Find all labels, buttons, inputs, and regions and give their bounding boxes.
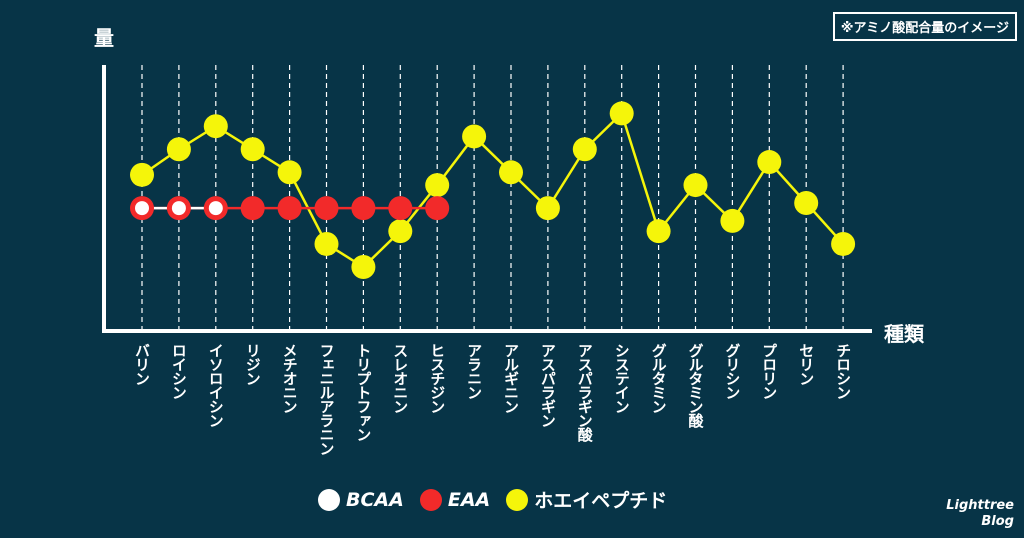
whey-point-18 [794, 191, 819, 215]
x-tick-label-14: グルタミン [649, 343, 668, 413]
x-tick-label-18: セリン [797, 343, 816, 385]
x-tick-label-1: ロイシン [169, 343, 188, 399]
eaa-point-8 [425, 196, 450, 221]
whey-point-2 [203, 114, 228, 139]
x-tick-label-16: グリシン [723, 343, 742, 399]
whey-point-6 [351, 255, 376, 279]
x-tick-label-10: アルギニン [502, 343, 520, 413]
x-tick-label-19: チロシン [834, 343, 853, 399]
x-tick-label-11: アスパラギン [538, 343, 557, 427]
x-axis-label: 種類 [884, 322, 924, 346]
whey-point-1 [166, 137, 191, 162]
x-tick-label-8: ヒスチジン [428, 343, 447, 413]
eaa-point-6 [351, 196, 376, 221]
x-tick-label-0: バリン [133, 343, 151, 385]
eaa-point-4 [277, 196, 302, 221]
x-tick-label-5: フェニルアラニン [317, 343, 336, 455]
whey-point-15 [683, 173, 708, 198]
legend: BCAA EAA ホエイペプチド [318, 486, 667, 513]
bcaa-point-2 [208, 201, 223, 216]
whey-point-9 [462, 124, 487, 149]
x-tick-label-9: アラニン [465, 343, 484, 399]
y-axis-label: 量 [94, 26, 114, 50]
x-tick-label-13: システイン [612, 343, 631, 413]
whey-point-12 [572, 137, 597, 162]
x-tick-label-7: スレオニン [391, 343, 410, 413]
legend-item-whey: ホエイペプチド [506, 486, 667, 513]
whey-point-7 [388, 219, 413, 244]
x-tick-label-4: メチオニン [280, 343, 299, 413]
eaa-point-3 [240, 196, 265, 221]
x-tick-label-2: イソロイシン [206, 343, 225, 427]
whey-series-line [141, 111, 845, 269]
whey-point-10 [499, 160, 523, 185]
x-tick-label-3: リジン [243, 343, 262, 385]
brand-line-2: Blog [981, 514, 1014, 529]
legend-item-eaa: EAA [419, 488, 491, 511]
brand-logo: Lighttree Blog [946, 498, 1014, 530]
x-tick-label-17: プロリン [760, 343, 779, 399]
legend-label-bcaa: BCAA [346, 488, 404, 511]
eaa-point-5 [314, 196, 339, 221]
legend-swatch-eaa [419, 488, 442, 511]
legend-swatch-bcaa [318, 488, 340, 511]
brand-line-1: Lighttree [946, 498, 1014, 513]
whey-point-8 [425, 173, 450, 198]
bcaa-point-1 [171, 201, 186, 216]
legend-item-bcaa: BCAA [318, 488, 404, 511]
whey-point-14 [646, 219, 671, 244]
whey-point-17 [757, 150, 782, 175]
legend-label-whey: ホエイペプチド [534, 490, 668, 512]
legend-swatch-whey [506, 488, 529, 511]
whey-point-19 [831, 231, 856, 256]
bcaa-point-0 [135, 201, 149, 216]
whey-point-3 [240, 137, 265, 162]
whey-point-4 [277, 160, 302, 185]
whey-point-5 [314, 231, 339, 256]
whey-point-16 [720, 208, 745, 233]
eaa-point-7 [388, 196, 413, 221]
x-tick-label-6: トリプトファン [354, 343, 373, 441]
whey-point-0 [130, 162, 154, 187]
chart-note: ※アミノ酸配合量のイメージ [832, 12, 1017, 41]
whey-point-13 [609, 101, 634, 126]
x-tick-label-15: グルタミン酸 [686, 343, 705, 427]
x-tick-label-12: アスパラギン酸 [575, 343, 594, 441]
legend-label-eaa: EAA [447, 488, 491, 511]
whey-point-11 [535, 196, 560, 221]
